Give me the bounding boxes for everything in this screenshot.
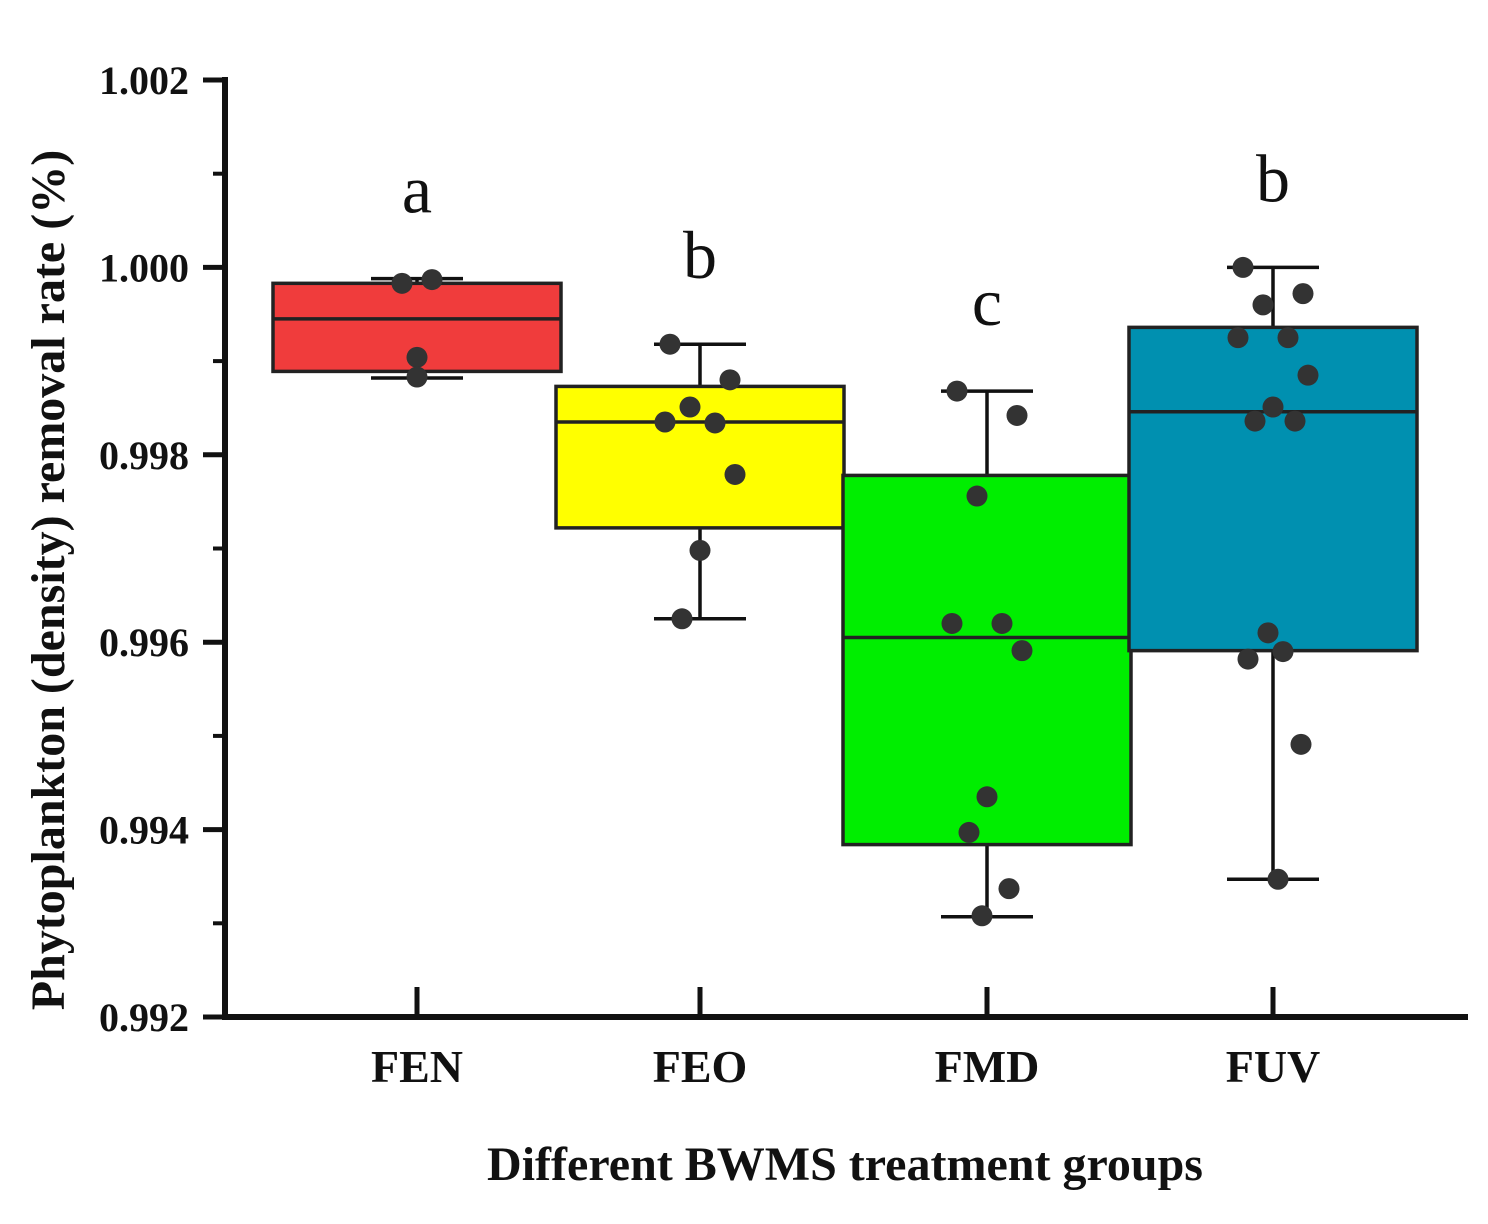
data-point-fmd-7 [976,786,998,808]
data-point-feo-5 [654,411,676,433]
data-point-fmd-8 [958,821,980,843]
group-feo: b [554,217,846,630]
data-point-feo-4 [704,412,726,434]
data-point-fuv-10 [1257,622,1279,644]
box-fuv [1127,325,1419,653]
data-point-fen-3 [406,346,428,368]
x-tick-label-fuv: FUV [1226,1041,1321,1092]
data-point-fuv-11 [1272,641,1294,663]
data-point-fmd-3 [966,485,988,507]
y-tick-label-4: 0.998 [99,433,189,478]
y-tick-label-2: 0.994 [99,808,189,853]
data-point-fen-1 [391,272,413,294]
data-point-fuv-14 [1267,868,1289,890]
significance-letter-fuv: b [1256,140,1290,216]
box-fmd [841,473,1133,847]
data-point-feo-3 [679,396,701,418]
data-point-feo-8 [671,608,693,630]
significance-letter-fmd: c [972,264,1002,340]
data-point-fuv-2 [1292,283,1314,305]
significance-letter-fen: a [402,152,432,228]
group-fmd: c [841,264,1133,927]
group-fuv: b [1127,140,1419,890]
data-point-fuv-6 [1297,364,1319,386]
x-tick-label-fmd: FMD [935,1041,1040,1092]
data-point-fmd-2 [1006,404,1028,426]
x-tick-label-feo: FEO [653,1041,748,1092]
data-point-feo-1 [659,333,681,355]
data-point-fmd-9 [998,878,1020,900]
y-axis-title: Phytoplankton (density) removal rate (%) [22,150,75,1010]
data-point-fmd-10 [971,905,993,927]
x-axis-title: Different BWMS treatment groups [487,1138,1203,1191]
y-tick-label-3: 0.996 [99,620,189,665]
y-tick-label-6: 1.002 [99,58,189,103]
y-tick-label-1: 0.992 [99,995,189,1040]
data-point-fuv-4 [1277,327,1299,349]
data-point-fmd-5 [941,612,963,634]
axes: FEN FEO FMD FUV 0.992 0.994 0.996 0.998 1.000 1.0… [99,58,1468,1092]
data-point-feo-2 [719,369,741,391]
x-tick-label-fen: FEN [371,1041,463,1092]
data-point-fuv-1 [1232,256,1254,278]
y-tick-label-5: 1.000 [99,245,189,290]
data-point-fmd-4 [991,612,1013,634]
data-point-fen-2 [421,269,443,291]
data-point-fuv-13 [1290,733,1312,755]
data-point-fuv-5 [1227,327,1249,349]
plot-area: a b c b [271,140,1419,927]
data-point-fuv-9 [1284,410,1306,432]
data-point-fuv-3 [1252,294,1274,316]
data-point-fuv-7 [1262,396,1284,418]
data-point-fmd-6 [1011,640,1033,662]
significance-letter-feo: b [683,217,717,293]
group-fen: a [271,152,563,388]
data-point-fuv-12 [1237,648,1259,670]
data-point-feo-6 [724,463,746,485]
data-point-feo-7 [689,539,711,561]
data-point-fmd-1 [946,380,968,402]
data-point-fuv-8 [1244,410,1266,432]
data-point-fen-4 [406,366,428,388]
